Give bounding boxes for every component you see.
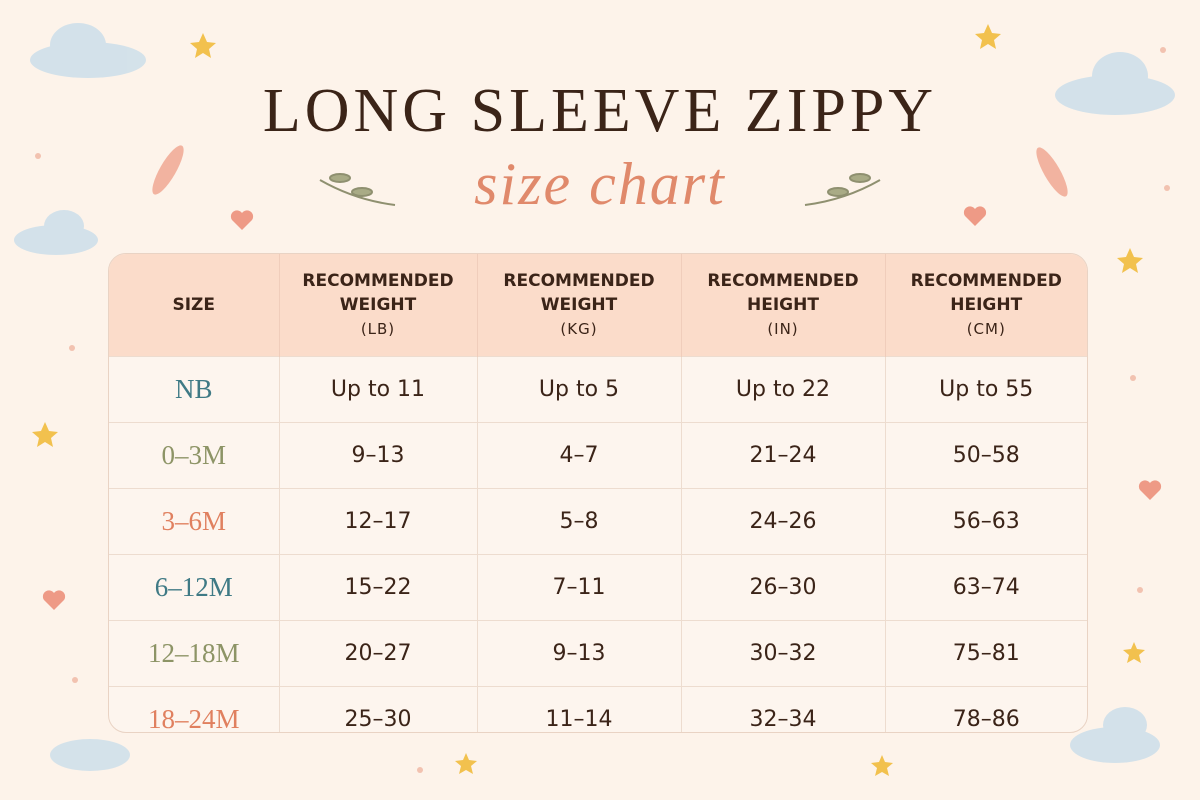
value-cell: 24–26 — [681, 488, 886, 555]
leaf-sprigs — [319, 173, 881, 206]
header-unit: (IN) — [767, 320, 799, 338]
value-cell: 4–7 — [477, 422, 682, 489]
value-cell: 9–13 — [477, 620, 682, 687]
header-cell: RECOMMENDED WEIGHT (KG) — [477, 254, 682, 357]
value-cell: Up to 5 — [477, 356, 682, 423]
table-row: NB Up to 11 Up to 5 Up to 22 Up to 55 — [109, 356, 1087, 423]
leaf — [827, 187, 849, 197]
dot — [72, 677, 78, 683]
header-unit: (CM) — [966, 320, 1006, 338]
leaf — [351, 187, 373, 197]
cloud — [1103, 707, 1147, 743]
cloud — [50, 739, 130, 771]
dot — [417, 767, 423, 773]
header-label: RECOMMENDED HEIGHT — [910, 271, 1062, 315]
heart — [963, 206, 987, 226]
stars — [32, 24, 1145, 776]
size-cell: 18–24M — [109, 686, 280, 732]
table-row: 12–18M 20–27 9–13 30–32 75–81 — [109, 620, 1087, 687]
header-label: RECOMMENDED WEIGHT — [503, 271, 655, 315]
star — [1123, 642, 1145, 663]
leaf — [849, 173, 871, 183]
subtitle: size chart — [474, 151, 726, 217]
value-cell: 5–8 — [477, 488, 682, 555]
table-row: 6–12M 15–22 7–11 26–30 63–74 — [109, 554, 1087, 621]
table-row: 0–3M 9–13 4–7 21–24 50–58 — [109, 422, 1087, 489]
value-cell: 50–58 — [885, 422, 1087, 489]
dot — [69, 345, 75, 351]
header-row: SIZE RECOMMENDED WEIGHT (LB) RECOMMENDED WE… — [109, 254, 1087, 357]
table-head: SIZE RECOMMENDED WEIGHT (LB) RECOMMENDED WE… — [109, 254, 1087, 357]
header-unit: (KG) — [560, 320, 598, 338]
value-cell: 9–13 — [279, 422, 478, 489]
size-cell: 6–12M — [109, 554, 280, 621]
dot — [1164, 185, 1170, 191]
value-cell: 11–14 — [477, 686, 682, 732]
star — [32, 422, 58, 447]
value-cell: 12–17 — [279, 488, 478, 555]
header-cell: RECOMMENDED WEIGHT (LB) — [279, 254, 478, 357]
table-row: 18–24M 25–30 11–14 32–34 78–86 — [109, 686, 1087, 732]
dot — [1130, 375, 1136, 381]
dots — [35, 47, 1170, 773]
value-cell: Up to 22 — [681, 356, 886, 423]
feather — [152, 145, 184, 195]
cloud — [1092, 52, 1148, 100]
dot — [35, 153, 41, 159]
header-label: RECOMMENDED HEIGHT — [707, 271, 859, 315]
hearts — [42, 206, 1162, 610]
header-unit: (LB) — [360, 320, 396, 338]
size-table: SIZE RECOMMENDED WEIGHT (LB) RECOMMENDED WE… — [109, 254, 1087, 732]
header-cell: SIZE — [109, 254, 280, 357]
cloud — [44, 210, 84, 242]
value-cell: 15–22 — [279, 554, 478, 621]
value-cell: Up to 11 — [279, 356, 478, 423]
size-table-card: SIZE RECOMMENDED WEIGHT (LB) RECOMMENDED WE… — [108, 253, 1088, 733]
value-cell: 75–81 — [885, 620, 1087, 687]
value-cell: 7–11 — [477, 554, 682, 621]
size-cell: 3–6M — [109, 488, 280, 555]
heart — [42, 590, 66, 610]
value-cell: 32–34 — [681, 686, 886, 732]
leaf — [329, 173, 351, 183]
heart — [230, 210, 254, 230]
value-cell: 56–63 — [885, 488, 1087, 555]
header-cell: RECOMMENDED HEIGHT (CM) — [885, 254, 1087, 357]
dot — [1160, 47, 1166, 53]
header-cell: RECOMMENDED HEIGHT (IN) — [681, 254, 886, 357]
heart — [1138, 480, 1162, 500]
value-cell: 25–30 — [279, 686, 478, 732]
header-label: SIZE — [172, 295, 215, 315]
value-cell: 26–30 — [681, 554, 886, 621]
star — [975, 24, 1001, 49]
table-row: 3–6M 12–17 5–8 24–26 56–63 — [109, 488, 1087, 555]
value-cell: 30–32 — [681, 620, 886, 687]
star — [1117, 248, 1143, 273]
dot — [1137, 587, 1143, 593]
star — [190, 33, 216, 58]
star — [871, 755, 893, 776]
star — [455, 753, 477, 774]
cloud — [50, 23, 106, 67]
feather — [1036, 147, 1068, 197]
title: LONG SLEEVE ZIPPY — [262, 77, 938, 145]
value-cell: 20–27 — [279, 620, 478, 687]
value-cell: 78–86 — [885, 686, 1087, 732]
value-cell: 21–24 — [681, 422, 886, 489]
value-cell: 63–74 — [885, 554, 1087, 621]
size-cell: 0–3M — [109, 422, 280, 489]
feathers — [152, 145, 1068, 197]
table-body: NB Up to 11 Up to 5 Up to 22 Up to 55 0–3M 9–1… — [109, 356, 1087, 732]
header-label: RECOMMENDED WEIGHT — [302, 271, 454, 315]
size-cell: NB — [109, 356, 280, 423]
size-cell: 12–18M — [109, 620, 280, 687]
clouds — [14, 23, 1175, 771]
value-cell: Up to 55 — [885, 356, 1087, 423]
